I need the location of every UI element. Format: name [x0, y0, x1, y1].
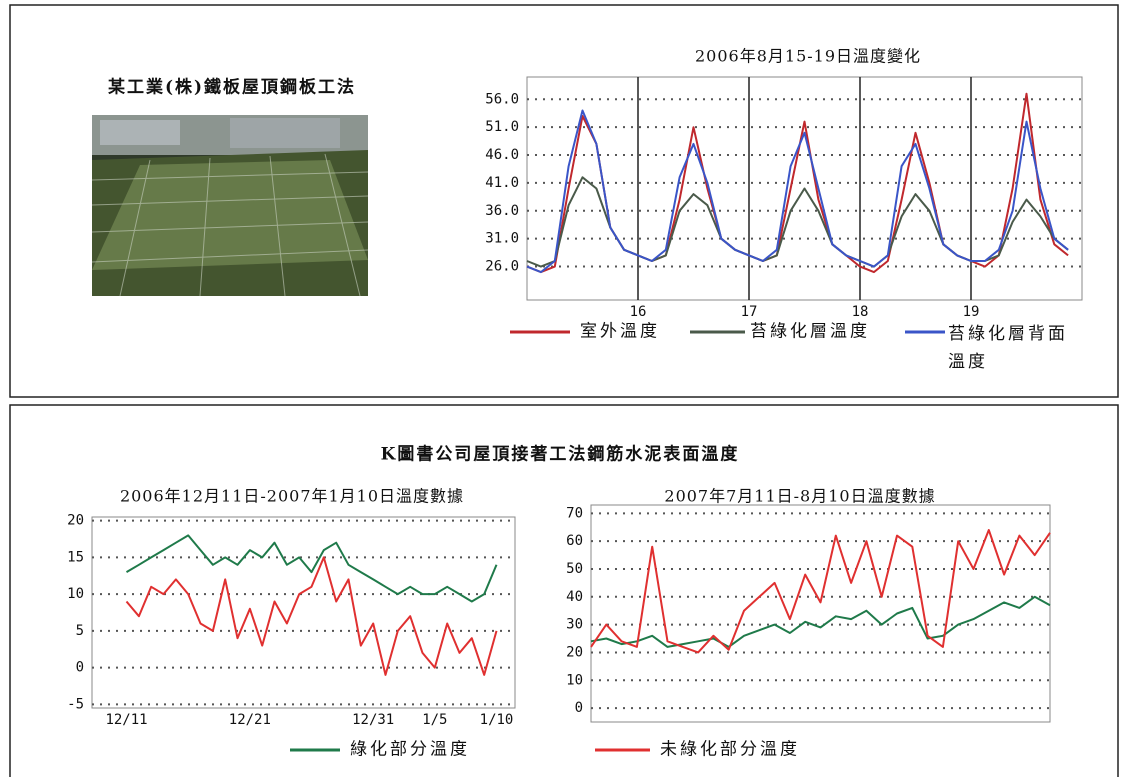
series-line [591, 597, 1050, 647]
chart-title: 2007年7月11日-8月10日溫度數據 [664, 487, 935, 506]
y-tick-label: 46.0 [485, 147, 519, 163]
series-line [591, 530, 1050, 652]
legend-label: 未綠化部分溫度 [660, 740, 800, 760]
x-tick-label: 17 [741, 304, 758, 320]
y-tick-label: 20 [566, 644, 583, 660]
y-tick-label: 51.0 [485, 119, 519, 135]
series-line [127, 535, 497, 601]
y-tick-label: 41.0 [485, 175, 519, 191]
legend-label: 苔綠化層溫度 [750, 322, 870, 342]
page: 某工業(株)鐵板屋頂鋼板工法 K圖書公司屋頂接著工法鋼筋水泥表面溫度 2006年… [0, 0, 1122, 777]
legend-label: 苔綠化層背面溫度 [948, 320, 1076, 376]
y-tick-label: 60 [566, 533, 583, 549]
section-title: K圖書公司屋頂接著工法鋼筋水泥表面溫度 [381, 444, 740, 465]
x-tick-label: 16 [630, 304, 647, 320]
series-line [527, 111, 1068, 273]
x-tick-label: 19 [963, 304, 980, 320]
x-tick-label: 12/21 [229, 712, 271, 728]
x-tick-label: 1/5 [422, 712, 447, 728]
y-tick-label: 40 [566, 589, 583, 605]
y-tick-label: 30 [566, 617, 583, 633]
y-tick-label: 0 [76, 660, 84, 676]
series-line [527, 177, 1068, 266]
photo-caption: 某工業(株)鐵板屋頂鋼板工法 [108, 77, 356, 98]
legend-label: 綠化部分溫度 [350, 740, 470, 760]
y-tick-label: 56.0 [485, 91, 519, 107]
y-tick-label: 31.0 [485, 231, 519, 247]
y-tick-label: 70 [566, 505, 583, 521]
y-tick-label: -5 [67, 696, 84, 712]
y-tick-label: 15 [67, 549, 84, 565]
x-tick-label: 12/31 [352, 712, 394, 728]
y-tick-label: 26.0 [485, 259, 519, 275]
chart-title: 2006年12月11日-2007年1月10日溫度數據 [120, 487, 464, 506]
plot-frame [92, 517, 515, 708]
y-tick-label: 10 [566, 672, 583, 688]
y-tick-label: 50 [566, 561, 583, 577]
x-tick-label: 18 [852, 304, 869, 320]
legend-label: 室外溫度 [580, 322, 660, 342]
figure: 某工業(株)鐵板屋頂鋼板工法 K圖書公司屋頂接著工法鋼筋水泥表面溫度 2006年… [0, 0, 1122, 777]
y-tick-label: 0 [575, 700, 583, 716]
series-line [127, 557, 497, 675]
plot-frame [591, 505, 1050, 722]
y-tick-label: 10 [67, 586, 84, 602]
x-tick-label: 1/10 [480, 712, 514, 728]
x-tick-label: 12/11 [105, 712, 147, 728]
y-tick-label: 20 [67, 513, 84, 529]
photo [92, 115, 368, 296]
y-tick-label: 36.0 [485, 203, 519, 219]
chart-title: 2006年8月15-19日溫度變化 [695, 47, 921, 66]
y-tick-label: 5 [76, 623, 84, 639]
